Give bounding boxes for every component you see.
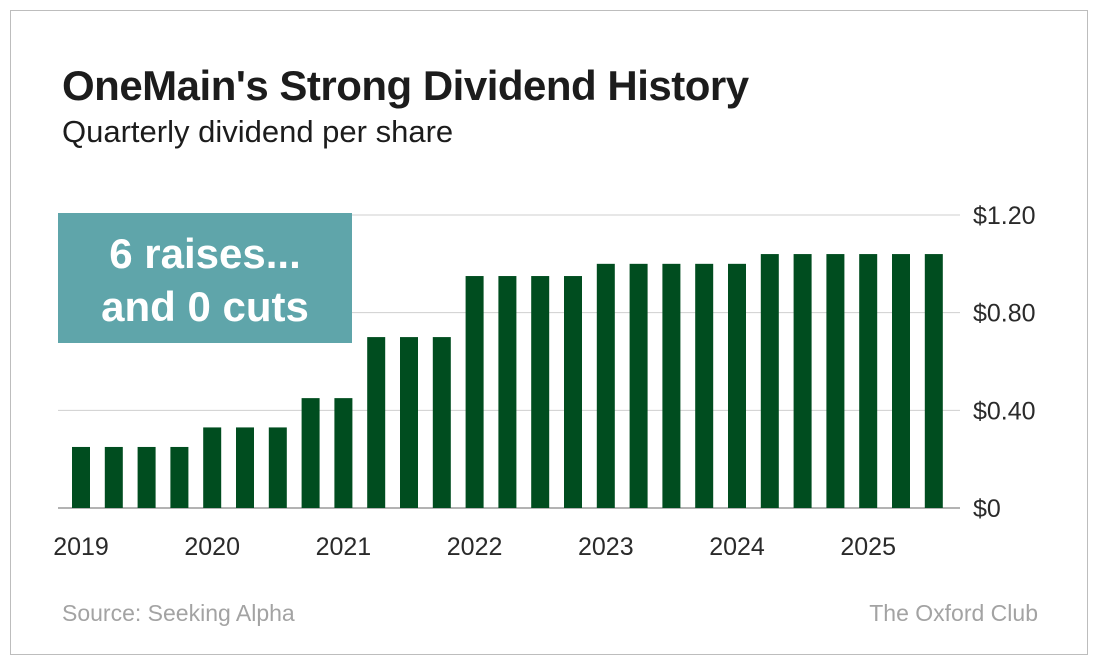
- y-tick-label: $0.40: [973, 397, 1036, 425]
- bar: [498, 276, 517, 508]
- bar: [531, 276, 550, 508]
- bar: [72, 446, 90, 508]
- bar: [268, 427, 287, 508]
- bar: [367, 337, 386, 508]
- x-tick-label: 2020: [184, 533, 240, 561]
- bar: [170, 446, 189, 508]
- x-tick-label: 2025: [840, 533, 896, 561]
- y-tick-label: $0: [973, 495, 1001, 523]
- bar: [728, 263, 746, 508]
- bar: [596, 263, 615, 508]
- bar: [892, 254, 910, 508]
- callout-line-2: and 0 cuts: [101, 283, 309, 330]
- brand-credit: The Oxford Club: [869, 600, 1038, 626]
- x-tick-label: 2022: [447, 533, 503, 561]
- bar: [334, 398, 353, 508]
- source-note: Source: Seeking Alpha: [62, 600, 295, 626]
- bar: [104, 446, 123, 508]
- bar: [760, 254, 779, 508]
- callout-box: [58, 213, 352, 343]
- bar: [432, 337, 451, 508]
- bar: [924, 254, 943, 508]
- y-tick-label: $0.80: [973, 300, 1036, 328]
- bar: [203, 427, 222, 508]
- bar: [301, 398, 320, 508]
- callout-line-1: 6 raises...: [109, 230, 300, 277]
- x-axis-ticks: 2019 2020 2021 2022 2023 2024 2025: [53, 533, 896, 561]
- y-axis-ticks: $0 $0.40 $0.80 $1.20: [973, 202, 1036, 523]
- y-tick-label: $1.20: [973, 202, 1036, 230]
- bar: [137, 446, 156, 508]
- bar: [564, 276, 582, 508]
- bar: [793, 254, 812, 508]
- bar: [465, 276, 484, 508]
- chart-title: OneMain's Strong Dividend History: [62, 62, 749, 109]
- x-tick-label: 2024: [709, 533, 765, 561]
- chart-subtitle: Quarterly dividend per share: [62, 114, 454, 149]
- bars: [72, 254, 943, 508]
- bar: [629, 263, 648, 508]
- bar: [400, 337, 418, 508]
- bar: [859, 254, 878, 508]
- x-tick-label: 2019: [53, 533, 109, 561]
- annotation-callout: 6 raises... and 0 cuts: [58, 213, 352, 343]
- bar: [236, 427, 254, 508]
- x-tick-label: 2021: [316, 533, 372, 561]
- bar: [826, 254, 845, 508]
- bar: [662, 263, 681, 508]
- x-tick-label: 2023: [578, 533, 634, 561]
- bar: [695, 263, 714, 508]
